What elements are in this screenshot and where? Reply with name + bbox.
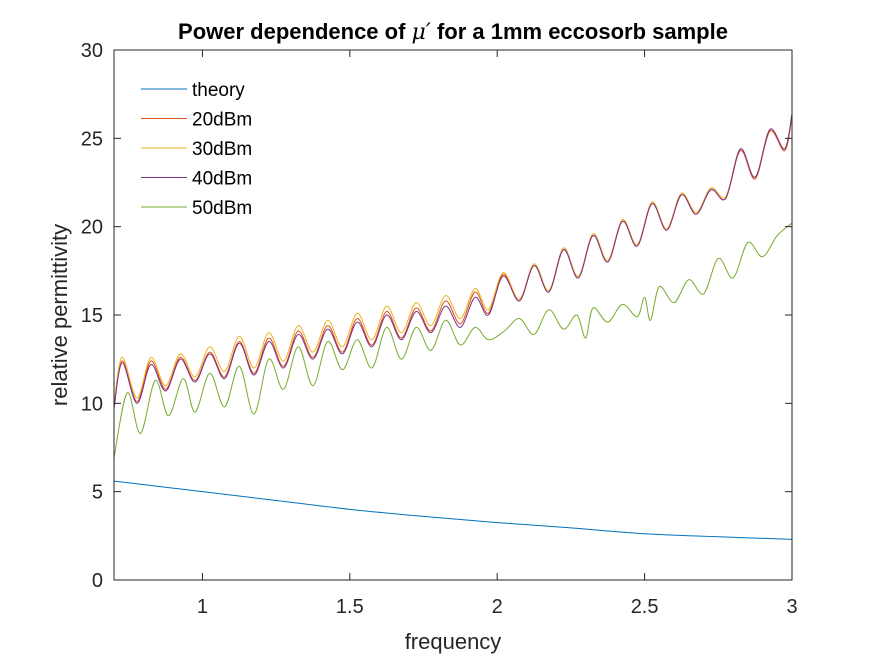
x-tick-label: 2 [492,596,503,618]
x-axis-ticks: 1 1.5 2 2.5 3 [197,50,798,618]
y-tick-label: 10 [81,393,103,415]
legend-label-theory: theory [192,80,245,101]
x-tick-label: 2.5 [631,596,659,618]
plot-area [114,50,792,580]
series-line-40dbm [113,113,793,409]
chart-title-symbol: μ′ [412,20,431,45]
x-axis-label: frequency [405,629,502,654]
chart-title-before: Power dependence of [178,19,412,44]
series-line-theory [113,480,793,540]
legend-label-20dbm: 20dBm [192,110,252,131]
y-tick-label: 30 [81,40,103,62]
y-tick-label: 0 [92,570,103,592]
x-tick-label: 1 [197,596,208,618]
x-tick-label: 3 [786,596,797,618]
y-axis-label: relative permittivity [47,224,72,406]
legend: theory 20dBm 30dBm 40dBm 50dBm [141,80,252,219]
y-tick-label: 20 [81,217,103,239]
series-line-50dbm [113,222,793,459]
y-axis-ticks: 0 5 10 15 20 25 30 [81,40,792,592]
chart-title: Power dependence of μ′ for a 1mm eccosor… [178,19,728,45]
series-line-30dbm [113,115,793,404]
y-tick-label: 15 [81,305,103,327]
y-tick-label: 25 [81,128,103,150]
y-tick-label: 5 [92,482,103,504]
series-layer [113,113,793,540]
legend-label-30dbm: 30dBm [192,139,252,160]
legend-label-40dbm: 40dBm [192,169,252,190]
chart-title-after: for a 1mm eccosorb sample [431,19,728,44]
x-tick-label: 1.5 [336,596,364,618]
legend-label-50dbm: 50dBm [192,198,252,219]
